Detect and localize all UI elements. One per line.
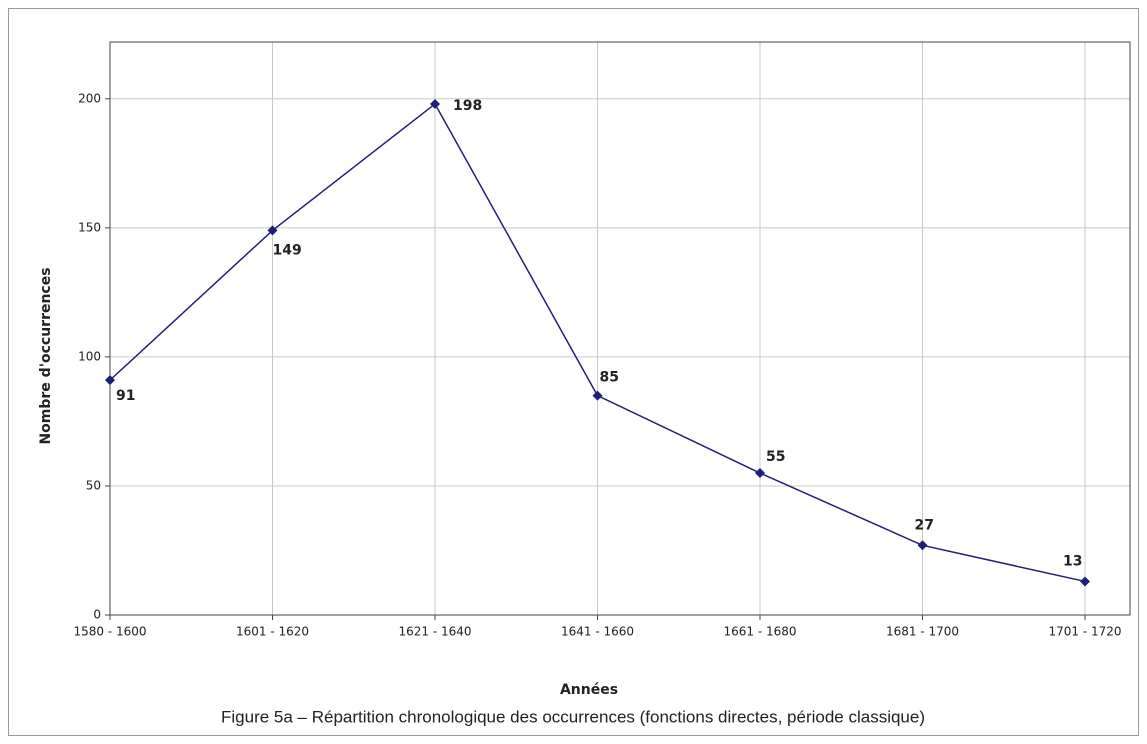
marker [917,540,928,551]
plot-area [110,42,1130,615]
x-tick-label: 1641 - 1660 [561,625,634,639]
marker [430,98,440,109]
marker [1080,576,1090,587]
marker [755,468,765,479]
plot-border [109,41,1131,616]
data-label: 198 [453,98,482,114]
marker [592,390,603,401]
x-tick-label: 1661 - 1680 [723,625,796,639]
data-label: 27 [915,517,934,533]
y-tick-label: 150 [78,220,101,234]
y-tick-label: 100 [78,349,101,363]
y-tick-label: 0 [93,608,101,622]
x-tick-label: 1621 - 1640 [398,625,471,639]
x-tick-label: 1681 - 1700 [886,625,959,639]
y-tick-label: 200 [78,91,101,105]
x-tick-label: 1701 - 1720 [1048,625,1121,639]
caption: Figure 5a – Répartition chronologique de… [221,707,925,726]
data-label: 91 [116,388,135,404]
x-tick-label: 1601 - 1620 [236,625,309,639]
data-label: 55 [766,449,785,465]
y-tick-label: 50 [86,478,101,492]
x-tick-label: 1580 - 1600 [73,625,146,639]
data-label: 149 [273,242,302,258]
marker [105,375,115,386]
x-axis-label: Années [560,682,618,698]
data-label: 13 [1063,553,1082,569]
data-label: 85 [600,370,619,386]
marker [267,225,278,236]
y-axis-label: Nombre d'occurrences [38,267,54,444]
